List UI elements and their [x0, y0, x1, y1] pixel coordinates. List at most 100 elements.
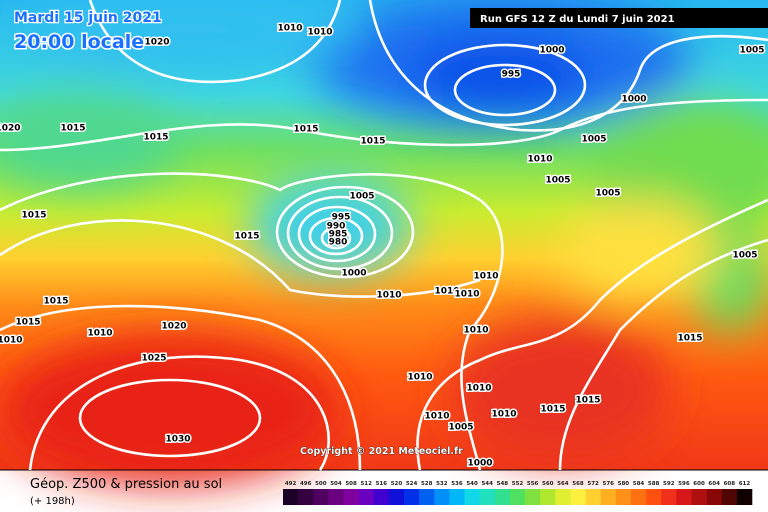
scale-swatch: [525, 489, 541, 505]
scale-swatch: [343, 489, 359, 505]
scale-label: 588: [648, 481, 660, 487]
footer-title: Géop. Z500 & pression au sol: [30, 477, 222, 492]
run: Run GFS 12 Z du Lundi 7 juin 2021: [480, 14, 675, 25]
isobar-label: 1010: [0, 336, 23, 346]
isobar-label: 1010: [407, 373, 432, 383]
scale-swatch: [706, 489, 723, 505]
isobar-label: 1000: [467, 459, 492, 469]
scale-swatch: [509, 489, 526, 505]
isobar-label: 1020: [144, 38, 169, 48]
isobar-label: 980: [329, 238, 348, 248]
scale-swatch: [600, 489, 617, 505]
scale-label: 524: [406, 481, 418, 487]
isobars: [0, 0, 768, 470]
scale-label: 504: [330, 481, 342, 487]
scale-label: 564: [557, 481, 569, 487]
isobar-label: 995: [332, 213, 351, 223]
scale-label: 584: [633, 481, 645, 487]
scale-label: 568: [572, 481, 584, 487]
scale-swatch: [540, 489, 556, 505]
isobar-label: 1000: [539, 46, 564, 56]
isobar-label: 1015: [143, 133, 168, 143]
scale-label: 520: [391, 481, 403, 487]
isobar-label: 1015: [677, 334, 702, 344]
isobar-label: 1005: [595, 189, 620, 199]
isobar-label: 1010: [376, 291, 401, 301]
scale-swatch: [313, 489, 329, 505]
scale-label: 612: [739, 481, 751, 487]
scale-swatch: [646, 489, 662, 505]
scale-swatch: [736, 489, 753, 505]
isobar-label: 990: [327, 222, 346, 232]
scale-label: 516: [376, 481, 388, 487]
scale-label: 592: [663, 481, 675, 487]
isobar-label: 1000: [341, 269, 366, 279]
scale-label: 608: [724, 481, 736, 487]
scale-label: 512: [360, 481, 372, 487]
scale-label: 532: [436, 481, 448, 487]
isobar-label: 1015: [43, 297, 68, 307]
isobar-label: 1010: [527, 155, 552, 165]
scale-label: 508: [345, 481, 357, 487]
time: 20:00 locale: [14, 31, 144, 53]
scale-label: 496: [300, 481, 312, 487]
scale-label: 500: [315, 481, 327, 487]
isobar-label: 1015: [60, 124, 85, 134]
scale-swatch: [404, 489, 420, 505]
isobar-label: 1010: [87, 329, 112, 339]
scale-swatch: [464, 489, 480, 505]
isobar-label: 985: [329, 230, 348, 240]
scale-swatch: [630, 489, 647, 505]
scale-label: 600: [693, 481, 705, 487]
footer: Géop. Z500 & pression au sol (+ 198h): [30, 477, 222, 507]
scale-swatch: [298, 489, 314, 505]
run-box: [470, 8, 768, 28]
isobar-label: 1015: [360, 137, 385, 147]
isobar-label: 1015: [15, 318, 40, 328]
isobar-label: 1020: [0, 124, 21, 134]
isobar-label: 1020: [161, 322, 186, 332]
scale-label: 572: [587, 481, 599, 487]
scale-swatch: [661, 489, 677, 505]
scale-swatch: [373, 489, 390, 505]
scale-swatch: [328, 489, 344, 505]
color-scale: 492 496 500 504 508 512 516 520 524 528 532 536 540 5…: [283, 481, 753, 505]
scale-swatch: [570, 489, 586, 505]
isobar-label: 1015: [293, 125, 318, 135]
isobar-label: 1010: [434, 287, 459, 297]
isobar-label: 1005: [545, 176, 570, 186]
isobar-label: 1015: [21, 211, 46, 221]
isobar-label: 1010: [473, 272, 498, 282]
scale-swatch: [555, 489, 571, 505]
isobar-label: 1010: [307, 28, 332, 38]
scale-swatch: [721, 489, 738, 505]
scale-swatch: [676, 489, 692, 505]
isobar-label: 1000: [621, 95, 646, 105]
scale-swatch: [388, 489, 405, 505]
header: Mardi 15 juin 2021 20:00 locale Run GFS …: [13, 8, 768, 457]
scale-label: 556: [527, 481, 539, 487]
isobar-label: 1010: [491, 410, 516, 420]
isobar-label: 1010: [466, 384, 491, 394]
date: Mardi 15 juin 2021: [14, 10, 162, 26]
isobar-label: 1015: [234, 232, 259, 242]
scale-swatch: [615, 489, 632, 505]
isobar-label: 1030: [165, 435, 190, 445]
scale-label: 604: [708, 481, 720, 487]
isobar-label: 1010: [277, 24, 302, 34]
isobar-label: 1015: [575, 396, 600, 406]
scale-swatch: [494, 489, 511, 505]
scale-swatch: [585, 489, 602, 505]
scale-label: 552: [512, 481, 524, 487]
scale-swatch: [419, 489, 435, 505]
isobar-label: 1010: [463, 326, 488, 336]
isobar-label: 995: [502, 70, 521, 80]
scale-label: 540: [466, 481, 478, 487]
scale-swatch: [358, 489, 375, 505]
isobar-label: 1010: [424, 412, 449, 422]
isobar-label: 1005: [349, 192, 374, 202]
footer-lead: (+ 198h): [30, 496, 75, 507]
scale-label: 576: [603, 481, 615, 487]
